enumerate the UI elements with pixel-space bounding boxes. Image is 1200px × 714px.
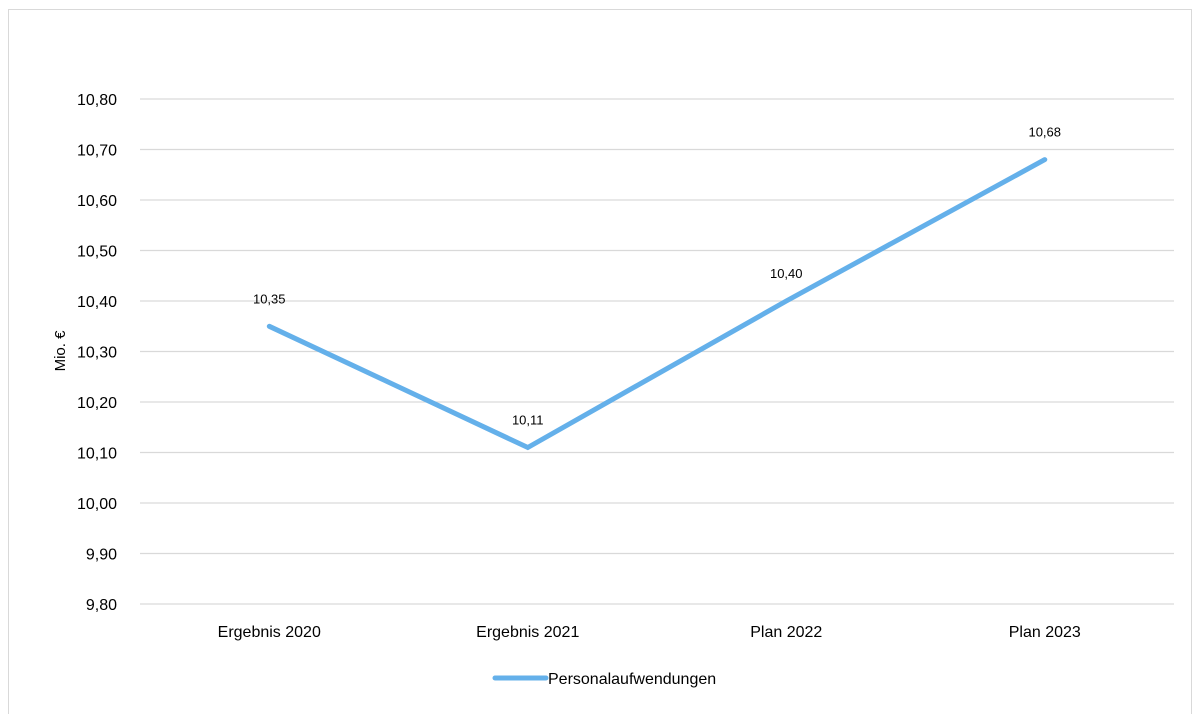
series-line xyxy=(269,160,1045,448)
y-tick-label: 9,80 xyxy=(86,597,117,614)
x-tick-label: Ergebnis 2021 xyxy=(476,624,579,641)
y-tick-label: 10,70 xyxy=(77,143,117,160)
data-labels: 10,35 10,11 10,40 10,68 xyxy=(253,125,1061,428)
data-label: 10,35 xyxy=(253,291,286,306)
y-axis-tick-labels: 9,80 9,90 10,00 10,10 10,20 10,30 10,40 10,50 10… xyxy=(77,92,117,614)
x-tick-label: Plan 2022 xyxy=(750,624,822,641)
y-tick-label: 10,40 xyxy=(77,294,117,311)
data-label: 10,11 xyxy=(512,412,544,427)
data-label: 10,68 xyxy=(1028,125,1061,140)
y-tick-label: 10,20 xyxy=(77,395,117,412)
y-tick-label: 10,30 xyxy=(77,345,117,362)
y-tick-label: 10,00 xyxy=(77,496,117,513)
y-tick-label: 10,60 xyxy=(77,193,117,210)
y-axis-title: Mio. € xyxy=(52,330,69,372)
y-tick-label: 10,80 xyxy=(77,92,117,109)
data-label: 10,40 xyxy=(770,266,803,281)
y-tick-label: 10,10 xyxy=(77,446,117,463)
legend: Personalaufwendungen xyxy=(495,671,716,688)
y-tick-label: 10,50 xyxy=(77,244,117,261)
x-axis-tick-labels: Ergebnis 2020 Ergebnis 2021 Plan 2022 Plan … xyxy=(218,624,1081,641)
y-tick-label: 9,90 xyxy=(86,547,117,564)
series-group xyxy=(269,160,1045,448)
x-tick-label: Plan 2023 xyxy=(1009,624,1081,641)
x-tick-label: Ergebnis 2020 xyxy=(218,624,321,641)
legend-label: Personalaufwendungen xyxy=(548,671,716,688)
